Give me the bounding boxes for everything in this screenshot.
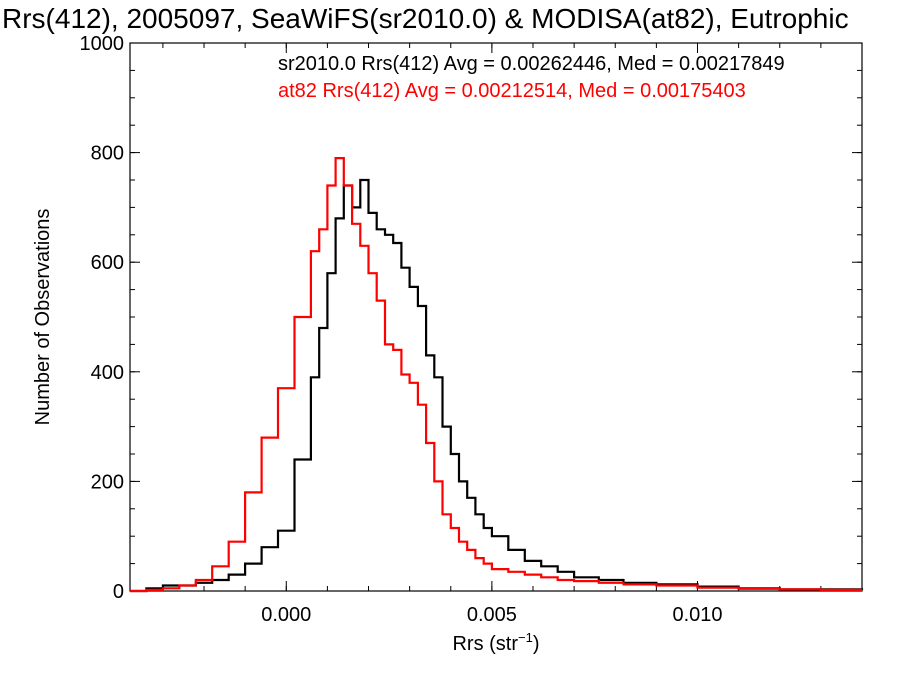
y-tick-label: 0	[113, 581, 124, 603]
y-axis-label: Number of Observations	[32, 209, 54, 426]
legend-entry-sr2010: sr2010.0 Rrs(412) Avg = 0.00262446, Med …	[278, 53, 785, 75]
plot-frame	[129, 42, 863, 592]
x-axis-label: Rrs (str−1)	[452, 630, 539, 655]
y-tick-label: 200	[91, 471, 124, 493]
y-tick-label: 400	[91, 362, 124, 384]
y-tick-label: 1000	[80, 33, 125, 55]
series-line-sr2010	[130, 178, 864, 593]
y-tick-label: 600	[91, 252, 124, 274]
y-ticks: 0 200 400 600 800 1000	[80, 33, 862, 603]
x-ticks: 0.000 0.005 0.010	[162, 43, 863, 626]
x-axis-label-main: Rrs (str	[452, 633, 518, 655]
x-axis-label-superscript: −1	[518, 630, 533, 645]
x-tick-label: 0.010	[672, 604, 722, 626]
chart-title: Rrs(412), 2005097, SeaWiFS(sr2010.0) & M…	[2, 3, 849, 34]
series-lines	[130, 157, 864, 593]
y-tick-label: 800	[91, 143, 124, 165]
series-line-at82	[130, 157, 862, 593]
x-tick-label: 0.005	[467, 604, 517, 626]
x-axis-label-close: )	[533, 633, 540, 655]
x-tick-label: 0.000	[261, 604, 311, 626]
legend-entry-at82: at82 Rrs(412) Avg = 0.00212514, Med = 0.…	[278, 80, 746, 102]
